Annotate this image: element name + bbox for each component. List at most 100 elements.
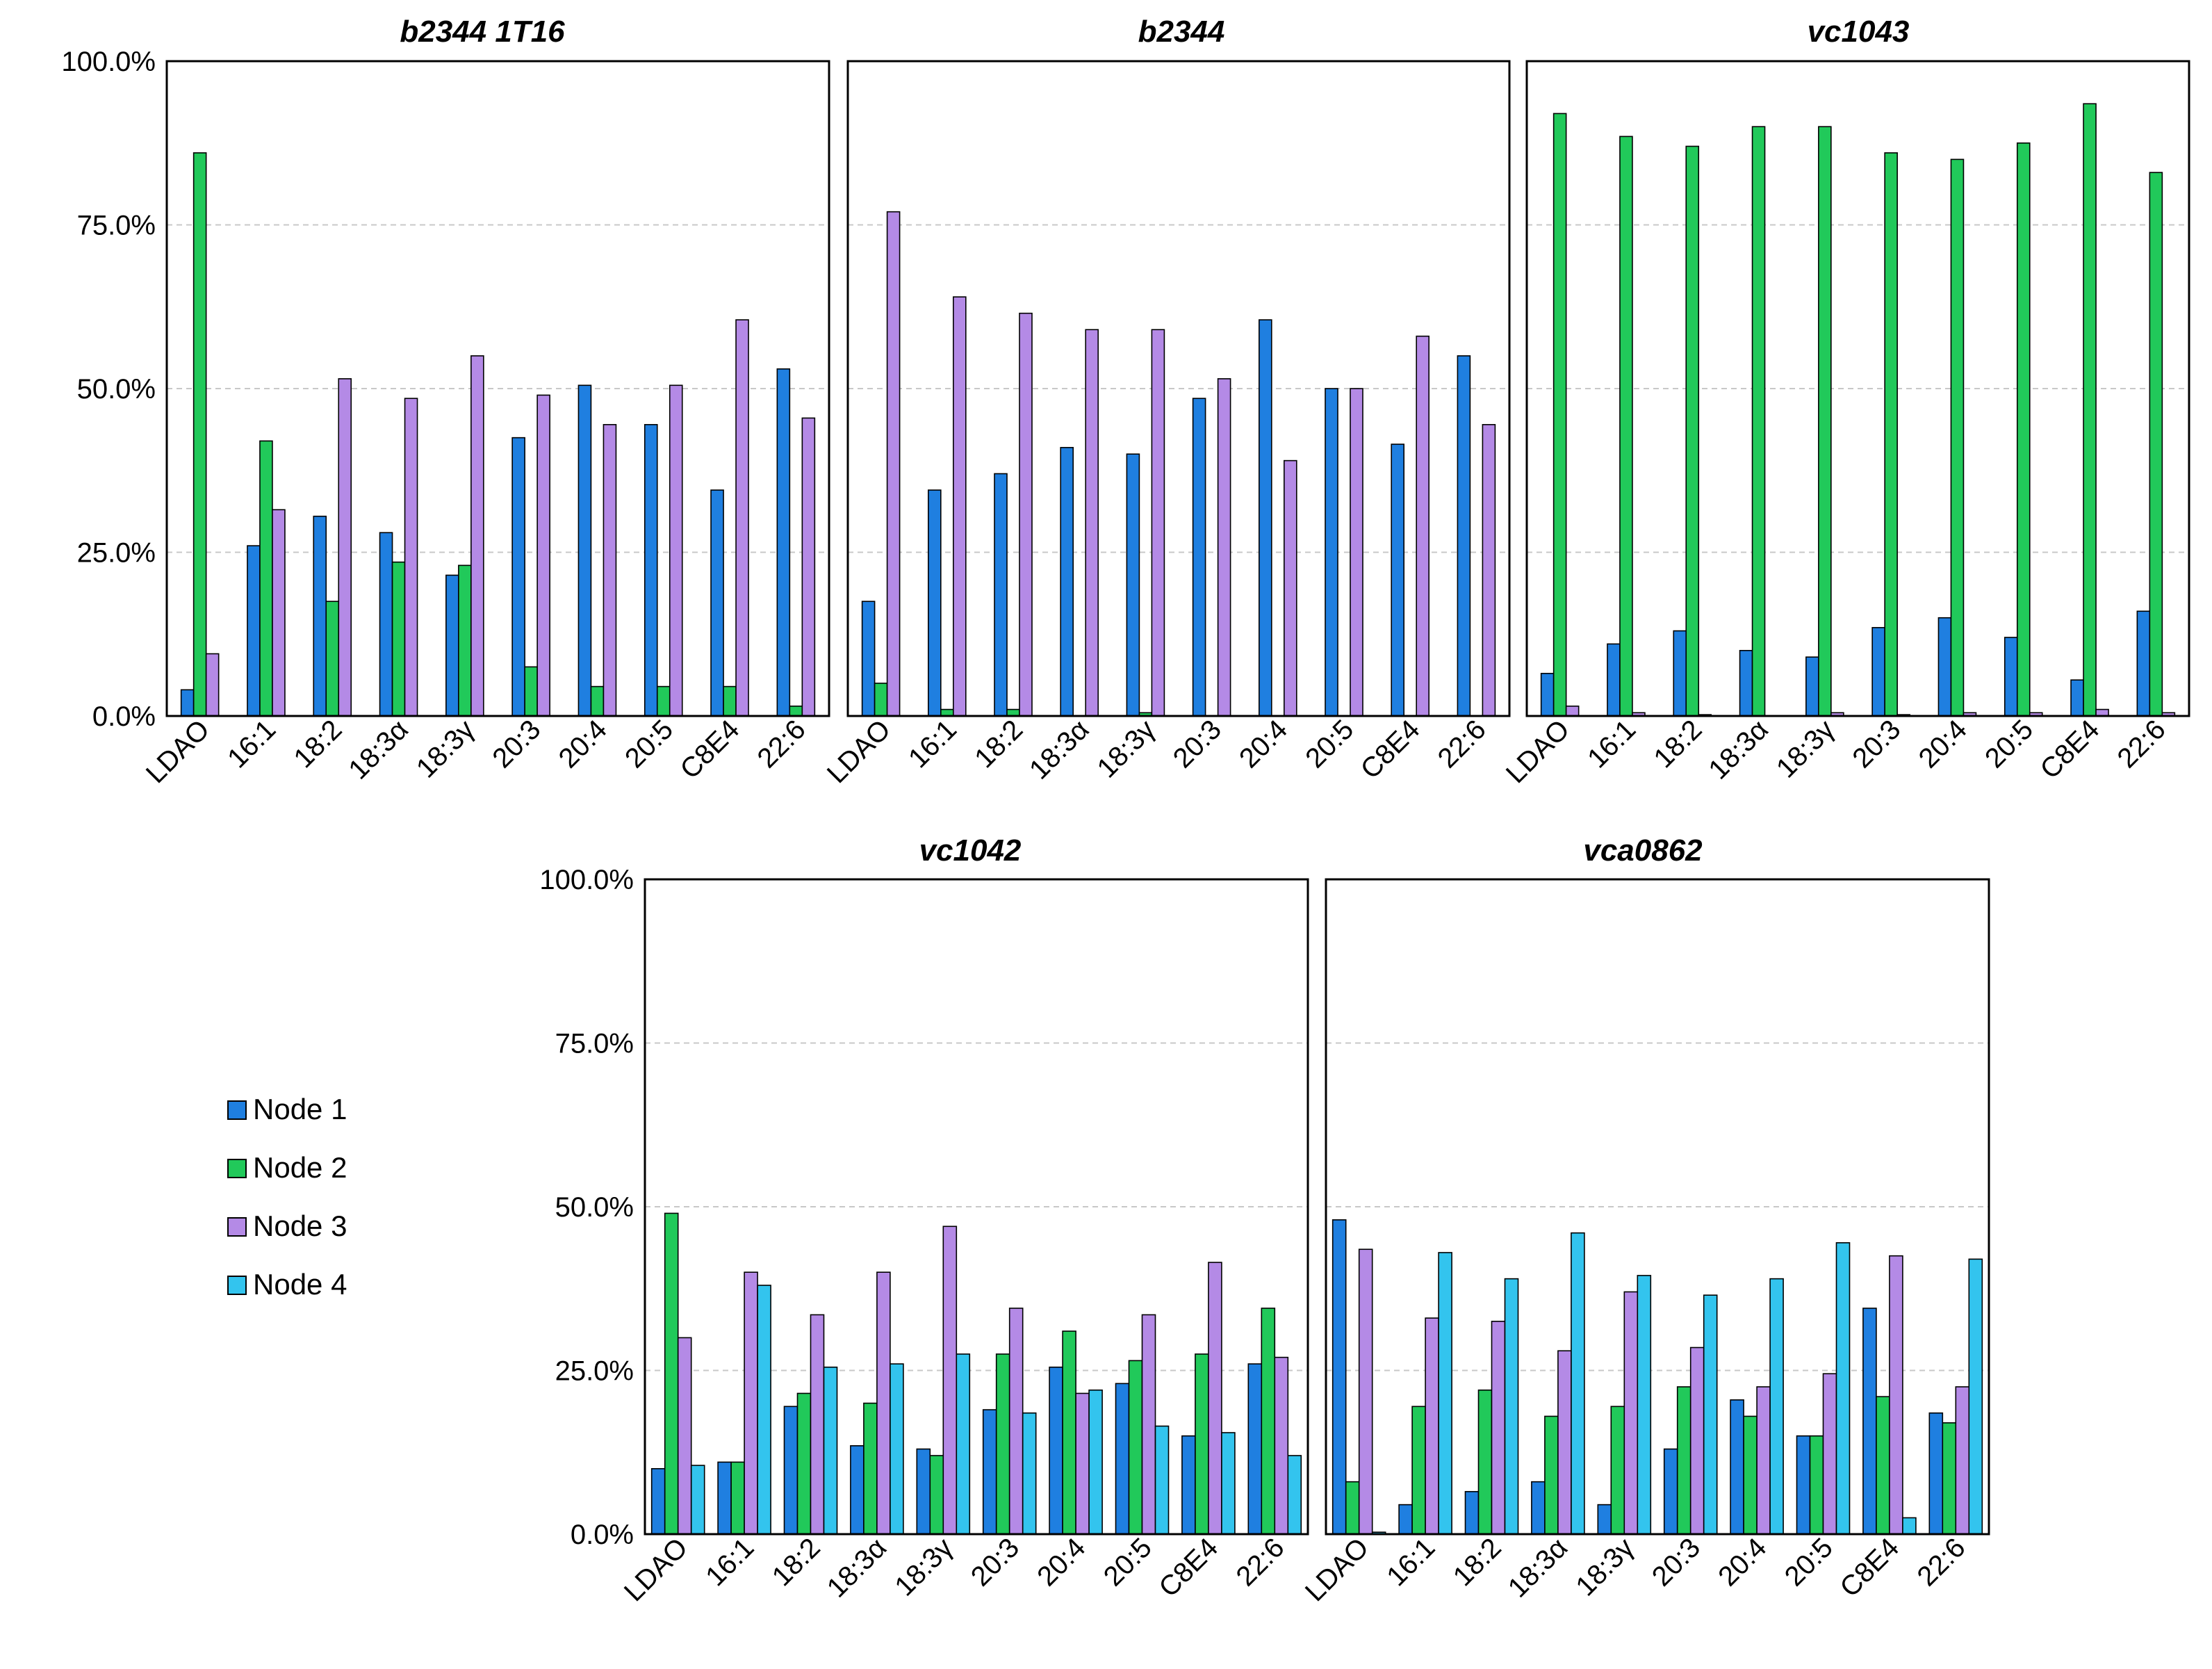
- bar-node-2-20-4: [1743, 1415, 1758, 1535]
- bar-node-2-20-4: [1062, 1330, 1076, 1535]
- bar-node-3-ldao: [677, 1337, 692, 1535]
- bar-node-3-ldao: [886, 211, 901, 717]
- bar-node-4-18-3: [956, 1353, 971, 1535]
- bar-node-1-20-3: [1663, 1448, 1678, 1535]
- y-tick-label: 25.0%: [555, 1356, 634, 1387]
- bar-node-2-ldao: [1345, 1481, 1360, 1535]
- legend-label-node-1: Node 1: [253, 1093, 347, 1125]
- bar-node-2-16-1: [1619, 136, 1633, 717]
- bar-node-1-18-3: [379, 532, 393, 717]
- legend-entry-node-2: Node 2: [227, 1151, 347, 1184]
- plot-frame: [165, 60, 830, 717]
- bar-node-2-20-3: [524, 666, 538, 717]
- legend-swatch-node-4: [227, 1276, 247, 1295]
- bar-node-2-ldao: [192, 152, 207, 717]
- bar-node-4-c8e4: [1902, 1517, 1917, 1535]
- legend-label-node-2: Node 2: [253, 1151, 347, 1184]
- bar-node-3-18-2: [1019, 312, 1033, 717]
- bar-node-2-18-2: [325, 601, 340, 717]
- bar-node-2-20-5: [1809, 1435, 1824, 1535]
- y-tick-label: 0.0%: [92, 701, 156, 732]
- bar-node-3-18-3: [1623, 1291, 1639, 1535]
- bar-node-1-20-4: [1049, 1366, 1063, 1535]
- bar-node-4-22-6: [1968, 1258, 1983, 1535]
- bar-node-1-ldao: [861, 601, 876, 717]
- y-tick-label: 100.0%: [61, 47, 156, 77]
- bar-node-2-18-3: [1818, 126, 1832, 717]
- legend-swatch-node-1: [227, 1100, 247, 1120]
- bar-node-3-c8e4: [1208, 1262, 1222, 1535]
- bar-node-1-18-3: [1126, 453, 1140, 717]
- bar-node-3-18-3: [1151, 329, 1165, 717]
- bar-node-2-20-4: [1950, 158, 1965, 717]
- chart-panel-vc1042: vc1042 0.0%25.0%50.0%75.0%100.0%LDAO 16:1…: [539, 833, 1309, 1607]
- bar-node-4-20-5: [1154, 1425, 1170, 1535]
- bar-node-3-20-3: [1689, 1346, 1705, 1535]
- bar-node-4-20-5: [1835, 1242, 1851, 1535]
- bar-node-2-c8e4: [2083, 103, 2097, 717]
- bar-node-3-ldao: [1565, 706, 1580, 717]
- bar-node-3-ldao: [1358, 1248, 1373, 1535]
- bar-node-1-16-1: [928, 489, 942, 717]
- bar-node-1-c8e4: [710, 489, 724, 717]
- bar-node-3-20-3: [1217, 378, 1231, 717]
- bar-node-1-20-5: [1325, 388, 1338, 717]
- bar-node-1-20-5: [1796, 1435, 1811, 1535]
- legend-entry-node-1: Node 1: [227, 1093, 347, 1125]
- bar-node-4-22-6: [1287, 1455, 1302, 1535]
- bar-node-2-20-4: [590, 685, 605, 717]
- y-tick-label: 50.0%: [555, 1192, 634, 1223]
- legend: Node 1 Node 2 Node 3 Node 4: [227, 1093, 347, 1301]
- y-tick-label: 0.0%: [571, 1520, 634, 1550]
- bar-node-1-18-2: [783, 1406, 798, 1535]
- bar-node-1-18-3: [1739, 649, 1753, 717]
- bar-node-3-22-6: [1274, 1356, 1289, 1535]
- bar-node-1-16-1: [1398, 1504, 1413, 1535]
- bar-node-4-c8e4: [1221, 1432, 1236, 1535]
- bar-node-4-20-4: [1769, 1278, 1784, 1535]
- bar-node-2-20-3: [995, 1353, 1010, 1535]
- bar-node-3-18-3: [470, 355, 484, 717]
- bar-node-3-16-1: [1425, 1317, 1439, 1535]
- plot-frame: [1525, 60, 2190, 717]
- bar-node-1-22-6: [1457, 355, 1471, 717]
- panel-title: vca0862: [1583, 833, 1703, 868]
- legend-label-node-4: Node 4: [253, 1268, 347, 1301]
- bar-node-3-20-4: [1075, 1392, 1090, 1535]
- bar-node-2-22-6: [789, 706, 803, 717]
- bar-node-2-22-6: [2149, 172, 2163, 717]
- bar-node-3-20-3: [536, 394, 550, 717]
- bar-node-4-16-1: [757, 1285, 771, 1535]
- bar-node-1-20-3: [982, 1409, 997, 1535]
- plot-frame: [1325, 878, 1990, 1536]
- bar-node-1-18-2: [313, 515, 327, 717]
- panel-title: vc1043: [1808, 15, 1910, 49]
- bar-node-3-18-3: [1085, 329, 1099, 717]
- bar-node-3-18-2: [338, 378, 352, 717]
- bar-node-1-20-3: [1192, 398, 1206, 717]
- bar-node-3-18-3: [942, 1226, 958, 1535]
- bar-node-1-ldao: [180, 689, 195, 717]
- bar-node-3-18-2: [1491, 1321, 1506, 1535]
- bar-node-1-20-3: [1871, 627, 1885, 717]
- bar-node-1-c8e4: [1391, 443, 1404, 717]
- bar-node-2-20-3: [1676, 1386, 1691, 1535]
- bar-node-1-c8e4: [2070, 679, 2084, 717]
- bar-node-1-18-3: [1597, 1504, 1612, 1535]
- bar-node-1-c8e4: [1181, 1435, 1196, 1535]
- panel-title: vc1042: [919, 833, 1022, 868]
- bar-node-3-16-1: [744, 1271, 758, 1535]
- bar-node-1-22-6: [2136, 610, 2151, 717]
- bar-node-2-18-3: [458, 564, 472, 717]
- bar-node-1-20-5: [644, 424, 658, 717]
- bar-node-1-18-2: [1673, 630, 1687, 717]
- bar-node-1-18-3: [1060, 446, 1074, 717]
- panel-title: b2344: [1138, 15, 1225, 49]
- bar-node-1-18-3: [445, 574, 459, 717]
- plot-frame: [846, 60, 1511, 717]
- legend-swatch-node-2: [227, 1159, 247, 1178]
- bar-node-1-ldao: [650, 1468, 666, 1535]
- bar-node-1-20-3: [511, 437, 525, 717]
- bar-node-2-18-3: [1610, 1406, 1625, 1535]
